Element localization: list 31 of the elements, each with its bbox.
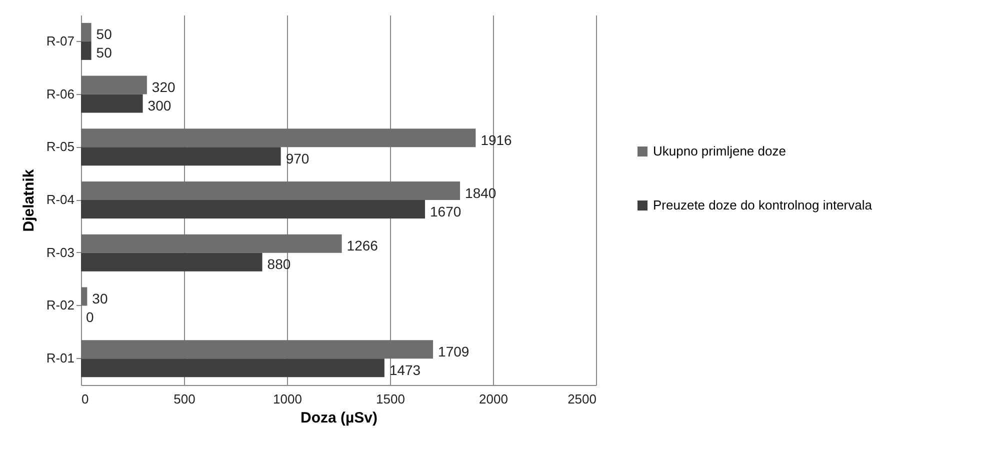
data-label: 50 <box>96 26 112 42</box>
y-tick-label: R-04 <box>46 192 74 207</box>
data-label: 30 <box>92 290 108 306</box>
data-label: 320 <box>152 79 176 96</box>
data-label: 1670 <box>430 203 462 220</box>
data-label: 1709 <box>438 343 470 360</box>
data-label: 880 <box>267 256 291 272</box>
y-axis-title: Djelatnik <box>20 168 38 232</box>
x-tick-label: 2500 <box>568 392 596 406</box>
data-label: 1916 <box>480 132 512 148</box>
x-tick-label: 0 <box>82 392 89 406</box>
data-label: 970 <box>286 150 310 166</box>
y-tick-label: R-05 <box>46 139 74 154</box>
data-label: 50 <box>96 44 112 61</box>
x-axis-title: Doza (µSv) <box>300 410 378 426</box>
y-tick-label: R-03 <box>46 244 74 260</box>
x-tick-label: 1500 <box>376 392 405 406</box>
x-tick-label: 1000 <box>273 392 302 406</box>
x-tick-label: 2000 <box>479 392 508 406</box>
y-tick-label: R-07 <box>46 33 74 48</box>
legend-label: Preuzete doze do kontrolnog intervala <box>653 198 873 212</box>
data-label: 300 <box>148 98 172 114</box>
y-tick-label: R-02 <box>46 298 74 313</box>
y-tick-label: R-06 <box>46 86 74 102</box>
legend-label: Ukupno primljene doze <box>653 144 786 158</box>
data-label: 1840 <box>465 184 496 201</box>
data-label: 1266 <box>346 238 378 254</box>
x-tick-label: 500 <box>174 392 196 406</box>
y-tick-label: R-01 <box>46 350 74 366</box>
data-label: 0 <box>86 308 94 325</box>
data-label: 1473 <box>389 362 421 378</box>
